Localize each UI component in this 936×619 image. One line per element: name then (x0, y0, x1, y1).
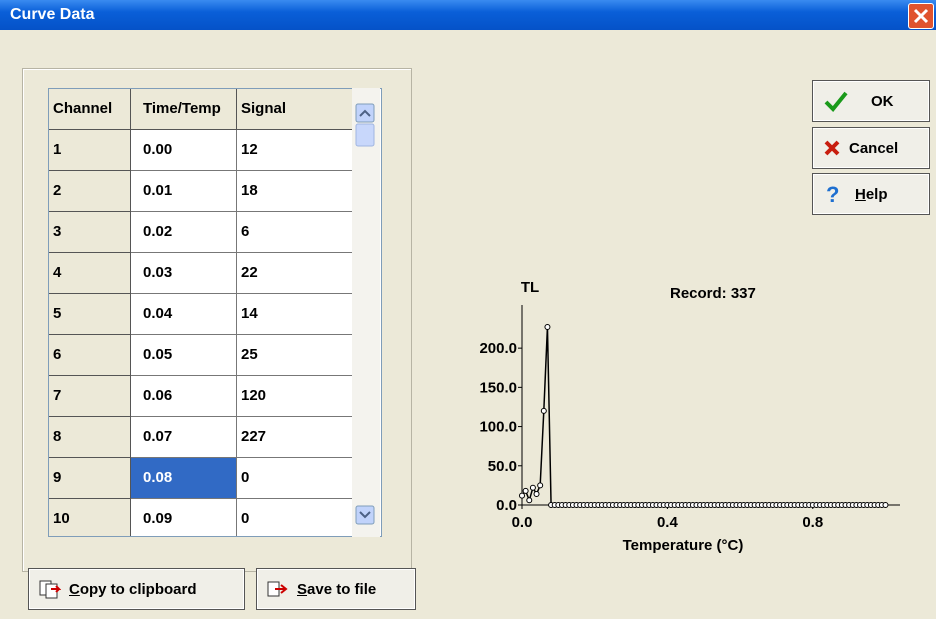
table-cell[interactable]: 0.09 (131, 499, 237, 536)
row-header[interactable]: 2 (49, 171, 131, 212)
y-tick-label: 150.0 (479, 379, 517, 396)
table-cell[interactable]: 0.06 (131, 376, 237, 417)
ok-icon (824, 91, 848, 112)
help-icon: ? (826, 182, 839, 206)
ok-label: OK (871, 92, 894, 110)
copy-label: Copy to clipboard (69, 580, 197, 598)
table-row: 2 0.01 18 (49, 171, 353, 212)
x-tick-label: 0.0 (512, 514, 533, 531)
table-row: 6 0.05 25 (49, 335, 353, 376)
save-button[interactable]: Save to file (256, 568, 416, 610)
annotation: Record: 337 (670, 285, 756, 302)
cancel-button[interactable]: Cancel (812, 127, 930, 169)
row-header[interactable]: 7 (49, 376, 131, 417)
copy-button[interactable]: Copy to clipboard (28, 568, 245, 610)
y-tick-label: 50.0 (488, 458, 517, 475)
table-row: 8 0.07 227 (49, 417, 353, 458)
table-cell[interactable]: 0.04 (131, 294, 237, 335)
help-button[interactable]: ? Help (812, 173, 930, 215)
data-point (533, 491, 540, 498)
table-cell[interactable]: 0.08 (131, 458, 237, 499)
table-cell[interactable]: 0.00 (131, 130, 237, 171)
title-bar: Curve Data (0, 0, 936, 30)
window-title: Curve Data (10, 6, 95, 23)
x-axis-label: Temperature (°C) (623, 537, 744, 554)
table-cell[interactable]: 0.07 (131, 417, 237, 458)
table-row: 7 0.06 120 (49, 376, 353, 417)
table-cell[interactable]: 0.02 (131, 212, 237, 253)
svg-text:?: ? (826, 182, 839, 206)
data-point (522, 487, 529, 494)
table-row: 4 0.03 22 (49, 253, 353, 294)
table-row: 9 0.08 0 (49, 458, 353, 499)
save-icon (267, 581, 288, 597)
column-header[interactable]: Time/Temp (131, 89, 237, 130)
data-line (521, 326, 886, 506)
save-label: Save to file (297, 580, 377, 598)
table-cell[interactable]: 0.03 (131, 253, 237, 294)
table-cell[interactable]: 0.01 (131, 171, 237, 212)
data-point (526, 497, 533, 504)
x-tick-label: 0.8 (802, 514, 823, 531)
column-header[interactable]: Channel (49, 89, 131, 130)
ok-button[interactable]: OK (812, 80, 930, 122)
table-row: 3 0.02 6 (49, 212, 353, 253)
row-header[interactable]: 1 (49, 130, 131, 171)
row-header[interactable]: 4 (49, 253, 131, 294)
row-header[interactable]: 3 (49, 212, 131, 253)
y-tick-label: 200.0 (479, 340, 517, 357)
row-header[interactable]: 8 (49, 417, 131, 458)
row-header[interactable]: 9 (49, 458, 131, 499)
y-axis-label: TL (521, 279, 539, 296)
data-point (882, 502, 889, 508)
close-button[interactable] (908, 3, 934, 29)
copy-icon (39, 580, 61, 599)
table-row: 10 0.09 0 (49, 499, 353, 536)
row-header[interactable]: 10 (49, 499, 131, 536)
table-cell[interactable]: 0.05 (131, 335, 237, 376)
table-row: 5 0.04 14 (49, 294, 353, 335)
cancel-icon (824, 140, 840, 156)
y-tick-label: 100.0 (479, 419, 517, 436)
table-row: 1 0.00 12 (49, 130, 353, 171)
y-tick-label: 0.0 (496, 497, 517, 514)
data-point (540, 407, 547, 414)
data-point (537, 482, 544, 489)
scrollbar-graphics (355, 103, 375, 525)
cancel-label: Cancel (849, 139, 899, 157)
data-point (529, 484, 536, 491)
x-tick-label: 0.4 (657, 514, 679, 531)
help-label: Help (855, 185, 888, 203)
data-point (519, 492, 525, 499)
close-icon (913, 8, 929, 24)
header-row: Channel Time/Temp Signal (49, 89, 353, 130)
data-point (544, 323, 551, 330)
row-header[interactable]: 6 (49, 335, 131, 376)
row-header[interactable]: 5 (49, 294, 131, 335)
scrollbar[interactable] (352, 88, 380, 537)
data-grid[interactable]: Channel Time/Temp Signal 1 0.00 12 2 0.01 18 3 0.0… (48, 88, 382, 537)
